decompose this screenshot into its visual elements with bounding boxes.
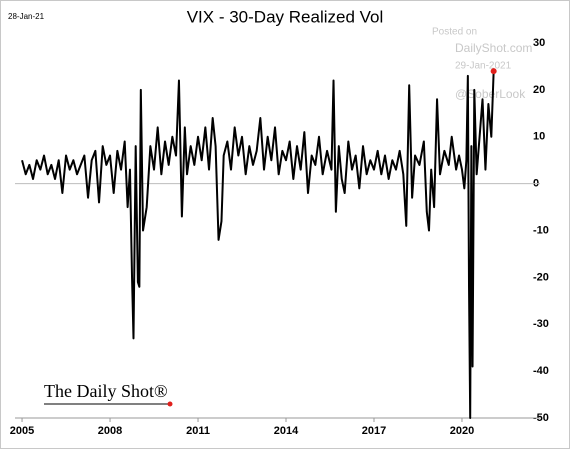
y-tick-label: 10 — [533, 131, 545, 143]
date-label: 28-Jan-21 — [8, 12, 45, 21]
x-tick-label: 2017 — [362, 425, 386, 437]
x-tick-label: 2008 — [98, 425, 122, 437]
x-tick-label: 2014 — [274, 425, 299, 437]
chart-title: VIX - 30-Day Realized Vol — [187, 7, 384, 26]
x-tick-label: 2020 — [450, 425, 474, 437]
y-tick-label: -20 — [533, 271, 549, 283]
y-tick-label: -30 — [533, 318, 549, 330]
logo-dot — [167, 401, 173, 407]
x-tick-label: 2011 — [186, 425, 210, 437]
y-tick-label: 30 — [533, 37, 545, 49]
end-marker — [490, 68, 497, 75]
watermark: DailyShot.com — [455, 41, 532, 55]
y-tick-label: 20 — [533, 84, 545, 96]
logo: The Daily Shot® — [44, 381, 168, 401]
y-tick-label: -50 — [533, 412, 549, 424]
y-tick-label: -10 — [533, 224, 549, 236]
watermark: @SoberLook — [455, 87, 526, 101]
x-tick-label: 2005 — [10, 425, 34, 437]
watermark: 29-Jan-2021 — [455, 61, 512, 72]
y-tick-label: -40 — [533, 365, 549, 377]
line — [21, 71, 495, 419]
watermark: Posted on — [432, 27, 477, 38]
